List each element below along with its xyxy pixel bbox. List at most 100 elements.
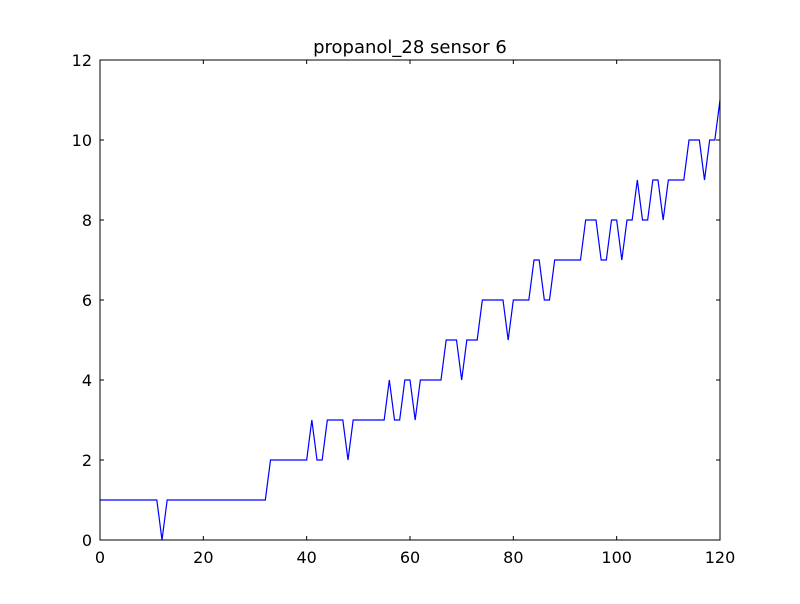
data-point (285, 459, 286, 460)
data-point (709, 139, 710, 140)
data-point (187, 499, 188, 500)
data-point (570, 259, 571, 260)
y-tick-label: 12 (72, 51, 92, 70)
data-point (198, 499, 199, 500)
data-point (110, 499, 111, 500)
data-point (657, 179, 658, 180)
data-point (399, 419, 400, 420)
x-tick-label: 120 (705, 548, 736, 567)
data-point (332, 419, 333, 420)
data-point (518, 299, 519, 300)
plot-area (100, 60, 720, 540)
data-point (575, 259, 576, 260)
data-point (244, 499, 245, 500)
data-point (280, 459, 281, 460)
plot-frame (99, 59, 721, 541)
data-point (218, 499, 219, 500)
data-point (182, 499, 183, 500)
chart-title: propanol_28 sensor 6 (313, 37, 507, 58)
data-point (456, 339, 457, 340)
x-tick-label: 100 (601, 548, 632, 567)
y-tick-label: 0 (82, 531, 92, 550)
data-point (120, 499, 121, 500)
data-point (368, 419, 369, 420)
tick-labels: 0 20 40 60 80 100 120 0 2 4 6 8 10 12 (72, 51, 736, 567)
data-point (254, 499, 255, 500)
data-point (311, 419, 312, 420)
data-point (337, 419, 338, 420)
data-point (301, 459, 302, 460)
y-tick-label: 2 (82, 451, 92, 470)
data-point (270, 459, 271, 460)
data-point (260, 499, 261, 500)
data-point (647, 219, 648, 220)
data-point (471, 339, 472, 340)
data-point (203, 499, 204, 500)
data-point (430, 379, 431, 380)
data-point (146, 499, 147, 500)
data-point (616, 219, 617, 220)
y-tick-label: 8 (82, 211, 92, 230)
data-point (296, 459, 297, 460)
data-point (492, 299, 493, 300)
data-point (265, 499, 266, 500)
data-point (482, 299, 483, 300)
data-point (136, 499, 137, 500)
data-point (435, 379, 436, 380)
data-point (192, 499, 193, 500)
series-layer (100, 99, 721, 541)
data-point (378, 419, 379, 420)
data-point (559, 259, 560, 260)
data-point (363, 419, 364, 420)
data-point (384, 419, 385, 420)
data-point (347, 459, 348, 460)
y-tick-label: 10 (72, 131, 92, 150)
data-point (694, 139, 695, 140)
data-point (425, 379, 426, 380)
data-point (404, 379, 405, 380)
data-point (415, 419, 416, 420)
data-point (523, 299, 524, 300)
data-point (234, 499, 235, 500)
data-point (342, 419, 343, 420)
y-tick-label: 4 (82, 371, 92, 390)
data-point (528, 299, 529, 300)
data-point (595, 219, 596, 220)
data-point (327, 419, 328, 420)
x-tick-label: 60 (400, 548, 420, 567)
data-point (213, 499, 214, 500)
data-point (678, 179, 679, 180)
data-point (663, 219, 664, 220)
data-point (177, 499, 178, 500)
x-tick-label: 80 (503, 548, 523, 567)
data-point (275, 459, 276, 460)
data-point (306, 459, 307, 460)
data-point (673, 179, 674, 180)
data-point (141, 499, 142, 500)
data-point (539, 259, 540, 260)
data-point (409, 379, 410, 380)
data-point (322, 459, 323, 460)
data-point (611, 219, 612, 220)
data-point (156, 499, 157, 500)
data-point (249, 499, 250, 500)
data-point (420, 379, 421, 380)
data-point (172, 499, 173, 500)
data-point (668, 179, 669, 180)
y-tick-label: 6 (82, 291, 92, 310)
data-point (683, 179, 684, 180)
data-point (125, 499, 126, 500)
data-point (223, 499, 224, 500)
data-point (446, 339, 447, 340)
data-point (497, 299, 498, 300)
data-point (632, 219, 633, 220)
data-point (105, 499, 106, 500)
x-tick-label: 20 (193, 548, 213, 567)
data-point (590, 219, 591, 220)
data-point (626, 219, 627, 220)
data-point (115, 499, 116, 500)
data-point (130, 499, 131, 500)
data-point (394, 419, 395, 420)
data-point (652, 179, 653, 180)
